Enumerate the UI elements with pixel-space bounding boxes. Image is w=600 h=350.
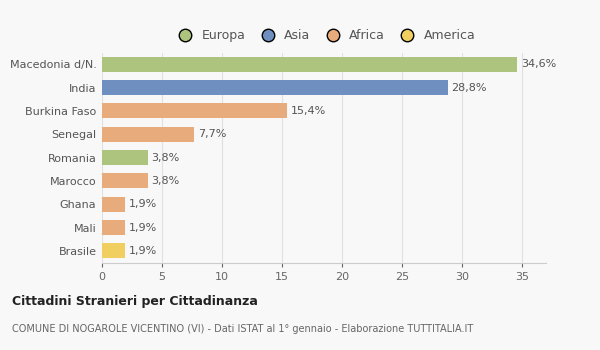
Bar — [102, 80, 448, 95]
Text: 15,4%: 15,4% — [290, 106, 326, 116]
Text: 1,9%: 1,9% — [128, 246, 157, 256]
Bar — [102, 57, 517, 72]
Text: 3,8%: 3,8% — [151, 153, 179, 162]
Legend: Europa, Asia, Africa, America: Europa, Asia, Africa, America — [173, 29, 475, 42]
Text: COMUNE DI NOGAROLE VICENTINO (VI) - Dati ISTAT al 1° gennaio - Elaborazione TUTT: COMUNE DI NOGAROLE VICENTINO (VI) - Dati… — [12, 324, 473, 335]
Text: 1,9%: 1,9% — [128, 199, 157, 209]
Text: 1,9%: 1,9% — [128, 223, 157, 232]
Text: 7,7%: 7,7% — [198, 129, 226, 139]
Bar — [102, 197, 125, 212]
Bar — [102, 150, 148, 165]
Bar — [102, 103, 287, 118]
Bar — [102, 173, 148, 188]
Text: 3,8%: 3,8% — [151, 176, 179, 186]
Bar — [102, 127, 194, 142]
Bar — [102, 243, 125, 258]
Text: 34,6%: 34,6% — [521, 59, 556, 69]
Text: 28,8%: 28,8% — [451, 83, 487, 92]
Bar — [102, 220, 125, 235]
Text: Cittadini Stranieri per Cittadinanza: Cittadini Stranieri per Cittadinanza — [12, 294, 258, 308]
